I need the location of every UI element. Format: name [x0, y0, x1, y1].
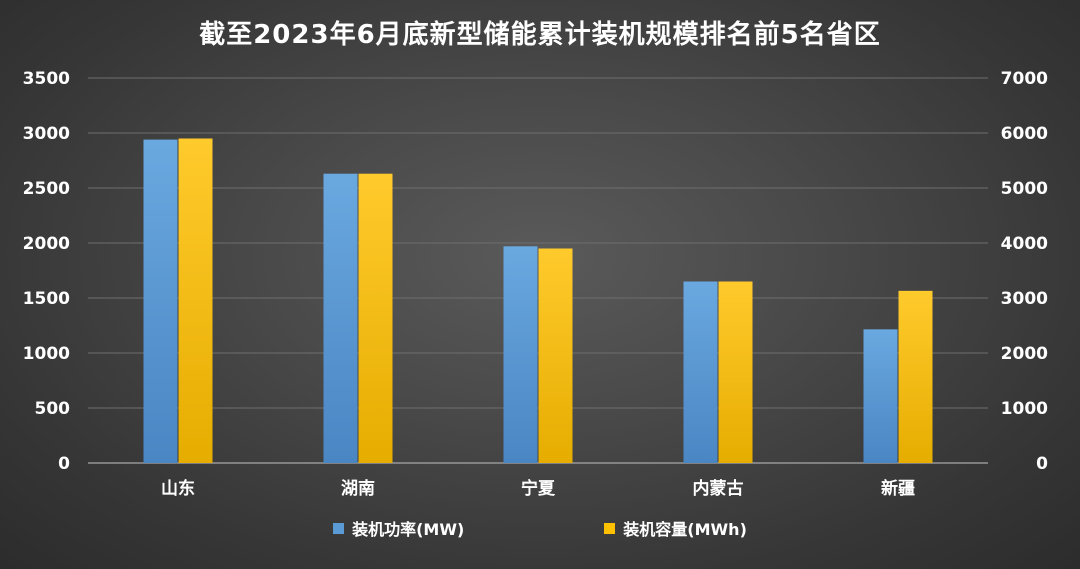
category-label: 湖南 [341, 478, 375, 499]
left-y-tick-label: 3500 [23, 69, 70, 89]
left-y-tick-label: 3000 [23, 124, 70, 144]
bar-capacity [178, 138, 213, 463]
bar-capacity [898, 290, 933, 463]
left-y-tick-label: 2500 [23, 179, 70, 199]
legend-swatch-capacity [604, 522, 616, 534]
left-y-tick-label: 0 [58, 454, 70, 474]
category-label: 山东 [161, 478, 195, 499]
bar-power [863, 329, 898, 463]
grid-lines [88, 77, 988, 464]
bars [143, 138, 933, 463]
right-y-tick-label: 1000 [1001, 399, 1048, 419]
left-y-tick-label: 1000 [23, 344, 70, 364]
bar-power [503, 246, 538, 463]
category-label: 宁夏 [521, 478, 556, 499]
legend-item-power: 装机功率(MW) [333, 516, 464, 540]
left-y-tick-label: 2000 [23, 234, 70, 254]
category-label: 内蒙古 [693, 478, 744, 499]
category-label: 新疆 [881, 478, 915, 499]
right-y-tick-label: 6000 [1001, 124, 1048, 144]
left-y-tick-label: 500 [35, 399, 71, 419]
bar-capacity [538, 248, 573, 463]
bar-capacity [358, 173, 393, 463]
legend-item-capacity: 装机容量(MWh) [604, 516, 747, 540]
legend-label-power: 装机功率(MW) [352, 520, 465, 539]
bar-power [683, 281, 718, 463]
legend-swatch-power [333, 522, 345, 534]
legend: 装机功率(MW) 装机容量(MWh) [0, 516, 1080, 540]
chart-title: 截至2023年6月底新型储能累计装机规模排名前5名省区 [199, 20, 881, 50]
bar-power [143, 139, 178, 463]
right-y-tick-label: 5000 [1001, 179, 1048, 199]
right-y-tick-label: 2000 [1001, 344, 1048, 364]
left-y-tick-label: 1500 [23, 289, 70, 309]
right-y-tick-label: 3000 [1001, 289, 1048, 309]
bar-power [323, 173, 358, 463]
right-y-tick-label: 7000 [1001, 69, 1048, 89]
right-y-tick-label: 0 [1036, 454, 1048, 474]
left-y-axis: 0 500 1000 1500 2000 2500 3000 3500 [23, 69, 70, 474]
legend-label-capacity: 装机容量(MWh) [623, 520, 747, 539]
x-axis: 山东 湖南 宁夏 内蒙古 新疆 [161, 478, 915, 499]
right-y-tick-label: 4000 [1001, 234, 1048, 254]
bar-capacity [718, 281, 753, 463]
right-y-axis: 0 1000 2000 3000 4000 5000 6000 7000 [1001, 69, 1048, 474]
